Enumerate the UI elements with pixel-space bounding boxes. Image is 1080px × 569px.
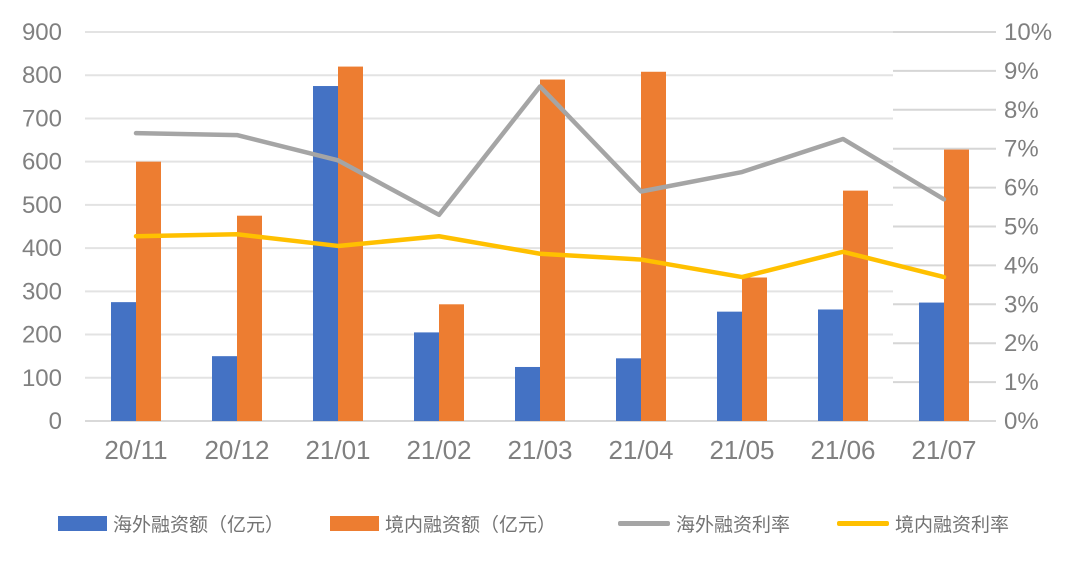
x-axis-label: 21/03	[507, 435, 572, 465]
domestic-amount-bar	[439, 304, 464, 421]
right-axis-tick-label: 3%	[1004, 291, 1039, 318]
legend-swatch-domestic-rate	[837, 520, 889, 526]
overseas-amount-bar	[717, 311, 742, 421]
left-axis-tick-label: 500	[22, 192, 62, 219]
x-axis-label: 21/07	[911, 435, 976, 465]
legend-swatch-overseas-amount	[58, 515, 107, 531]
legend-label-domestic-amount: 境内融资额（亿元）	[385, 514, 557, 536]
right-axis-tick-label: 4%	[1004, 252, 1039, 279]
overseas-amount-bar	[515, 366, 540, 421]
domestic-amount-bar	[742, 277, 767, 421]
overseas-amount-bars-group	[111, 86, 944, 422]
right-axis-tick-label: 0%	[1004, 408, 1039, 435]
right-axis-tick-label: 7%	[1004, 136, 1039, 163]
legend-swatch-domestic-amount	[330, 515, 379, 531]
legend-label-domestic-rate: 境内融资利率	[895, 514, 1010, 536]
x-axis-labels-group: 20/11 20/12 21/01 21/02 21/03 21/04 21/05 21/06…	[104, 435, 976, 465]
left-axis-tick-label: 700	[22, 105, 62, 132]
left-axis-tick-label: 0	[49, 408, 62, 435]
overseas-amount-bar	[818, 309, 843, 421]
domestic-amount-bar	[237, 215, 262, 421]
gridlines-group	[85, 31, 893, 379]
domestic-amount-bar	[641, 71, 666, 422]
right-axis-labels-group: 0% 1% 2% 3% 4% 5% 6% 7% 8% 9% 10%	[1004, 19, 1052, 435]
left-axis-tick-label: 900	[22, 19, 62, 46]
left-axis-tick-label: 300	[22, 278, 62, 305]
overseas-amount-bar	[111, 302, 136, 421]
domestic-rate-line	[133, 232, 947, 280]
left-axis-tick-label: 100	[22, 365, 62, 392]
overseas-amount-bar	[616, 358, 641, 421]
legend-swatch-overseas-rate	[618, 520, 670, 526]
overseas-amount-bar	[212, 356, 237, 421]
overseas-amount-bar	[919, 302, 944, 421]
combo-chart-canvas: 0 100 200 300 400 500 600 700 800 900 0% 1% 2% 3% 4% 5%…	[22, 19, 1052, 465]
domestic-amount-bar	[540, 79, 565, 422]
domestic-amount-bars-group	[136, 66, 969, 422]
domestic-amount-bar	[136, 161, 161, 421]
x-axis-label: 21/04	[608, 435, 673, 465]
legend-item-domestic-rate: 境内融资利率	[837, 505, 1009, 541]
x-axis-label: 21/05	[709, 435, 774, 465]
left-axis-tick-label: 200	[22, 322, 62, 349]
x-axis-label: 20/11	[104, 435, 167, 465]
x-axis-label: 20/12	[204, 435, 269, 465]
combo-chart: 0 100 200 300 400 500 600 700 800 900 0% 1% 2% 3% 4% 5%…	[22, 19, 1052, 465]
overseas-amount-bar	[414, 332, 439, 421]
x-axis-label: 21/01	[305, 435, 370, 465]
left-axis-labels-group: 0 100 200 300 400 500 600 700 800 900	[22, 19, 62, 435]
left-axis-tick-label: 800	[22, 62, 62, 89]
legend-item-overseas-amount: 海外融资额（亿元）	[58, 505, 284, 541]
legend-label-overseas-amount: 海外融资额（亿元）	[113, 514, 285, 536]
legend-item-overseas-rate: 海外融资利率	[618, 505, 790, 541]
domestic-amount-bar	[843, 190, 868, 421]
domestic-amount-bar	[944, 149, 969, 421]
right-axis-tick-label: 10%	[1004, 19, 1052, 46]
right-axis-tick-label: 6%	[1004, 175, 1039, 202]
right-axis-tick-label: 2%	[1004, 330, 1039, 357]
right-axis-tick-label: 8%	[1004, 97, 1039, 124]
legend-item-domestic-amount: 境内融资额（亿元）	[330, 505, 556, 541]
left-axis-tick-label: 600	[22, 149, 62, 176]
overseas-rate-line	[133, 84, 947, 218]
right-axis-tick-label: 1%	[1004, 369, 1039, 396]
right-axis-tick-label: 9%	[1004, 58, 1039, 85]
x-axis-label: 21/06	[810, 435, 875, 465]
legend-label-overseas-rate: 海外融资利率	[676, 514, 791, 536]
right-axis-tick-label: 5%	[1004, 214, 1039, 241]
x-axis-label: 21/02	[406, 435, 471, 465]
overseas-amount-bar	[313, 86, 338, 422]
left-axis-tick-label: 400	[22, 235, 62, 262]
